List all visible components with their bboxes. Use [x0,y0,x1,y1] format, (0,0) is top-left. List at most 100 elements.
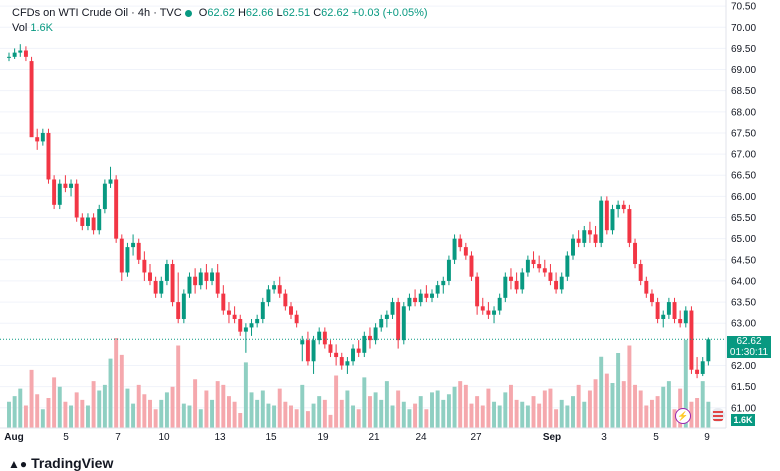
volume-bar [23,405,28,428]
legend-open-label: O [198,7,208,19]
legend-volume-label: Vol [12,22,28,34]
candle-body [170,264,175,303]
volume-bar [587,390,592,428]
volume-bar [35,394,40,428]
price-tick-label: 68.50 [731,86,756,97]
candle-body [649,293,654,303]
tradingview-logo[interactable]: ▲● TradingView [8,455,113,471]
candle-body [401,306,406,341]
legend-row-ohlc: CFDs on WTI Crude Oil · 4h · TVC O62.62 … [12,6,428,21]
market-status-dot [184,9,192,17]
price-tick-label: 70.50 [731,2,756,13]
price-tick-label: 63.00 [731,319,756,330]
candle-body [356,348,361,353]
candle-body [221,293,226,311]
candle-body [661,314,666,319]
volume-bar [430,392,434,428]
volume-bar [435,390,440,428]
volume-bar [458,381,463,428]
time-tick-label: 5 [653,432,659,443]
candle-body [638,264,643,281]
flash-event-icon[interactable]: ⚡ [675,408,691,424]
volume-bar [181,403,186,428]
time-tick-label: 5 [63,432,69,443]
candle-body [520,272,525,290]
candle-body [69,183,74,188]
price-tick-label: 65.50 [731,213,756,224]
candle-body [559,276,564,290]
volume-bar [159,399,164,428]
candle-body [29,61,34,138]
volume-bar [621,381,626,428]
candle-body [289,306,293,315]
candle-body [441,280,446,286]
legend-low-label: L [276,7,283,19]
volume-bar [638,390,643,428]
volume-bar [401,401,406,428]
volume-bar [85,405,90,428]
time-tick-label: 9 [704,432,710,443]
volume-bar [351,405,356,428]
us-flag-icon[interactable] [711,408,725,422]
volume-bar [226,396,231,428]
legend-volume-value: 1.6K [30,22,53,34]
candle-body [390,302,395,315]
volume-bar [695,398,700,428]
volume-bar [91,381,96,428]
price-tick-label: 68.00 [731,107,756,118]
volume-bar [407,409,412,428]
candle-body [604,200,609,231]
candle-body [136,242,141,260]
volume-bar [97,390,102,428]
volume-bar [142,394,147,428]
volume-bar [537,403,542,428]
candle-body [373,327,378,341]
volume-bar [334,375,339,428]
price-axis: 70.50 70.00 69.50 69.00 68.50 68.00 67.50 67.00… [731,2,756,415]
candle-body [384,314,389,319]
volume-bar [187,405,192,428]
candle-body [695,369,700,374]
time-tick-label: Aug [4,432,23,443]
time-tick-label: 24 [415,432,427,443]
volume-bar [559,399,564,428]
candle-body [599,200,604,243]
time-tick-label: Sep [543,432,561,443]
volume-bar [644,405,649,428]
last-volume-tag: 1.6K [731,414,755,426]
candle-body [142,259,147,273]
candle-body [153,280,158,294]
candle-body [633,242,638,265]
legend-row-volume: Vol 1.6K [12,21,428,36]
volume-bar [452,386,457,428]
candle-body [469,255,474,277]
volume-bar [80,399,85,428]
volume-bar [289,405,293,428]
candle-body [46,132,51,180]
volume-bar [424,409,429,428]
candle-body [187,276,192,294]
price-tick-label: 64.50 [731,255,756,266]
bar-countdown: 01:30:11 [729,347,769,358]
candle-body [582,230,587,243]
volume-bar [446,394,451,428]
candle-body [226,310,231,315]
volume-bar [379,399,384,428]
volume-bar [170,386,175,428]
volume-bar [215,381,220,428]
candle-body [272,285,277,290]
time-tick-label: 21 [368,432,380,443]
volume-bar [610,383,615,428]
time-axis: Aug 5 7 10 13 15 19 21 24 27 Sep 3 5 9 [4,432,710,443]
candle-body [655,302,660,319]
volume-bar [294,409,299,428]
candle-body [565,255,570,277]
volume-bar [193,379,198,428]
volume-bar [277,388,282,428]
volume-bar [260,390,265,428]
volume-bar [164,392,169,428]
volume-bar [221,384,226,428]
candle-body [159,280,164,294]
symbol-title[interactable]: CFDs on WTI Crude Oil · 4h · TVC [12,7,182,19]
